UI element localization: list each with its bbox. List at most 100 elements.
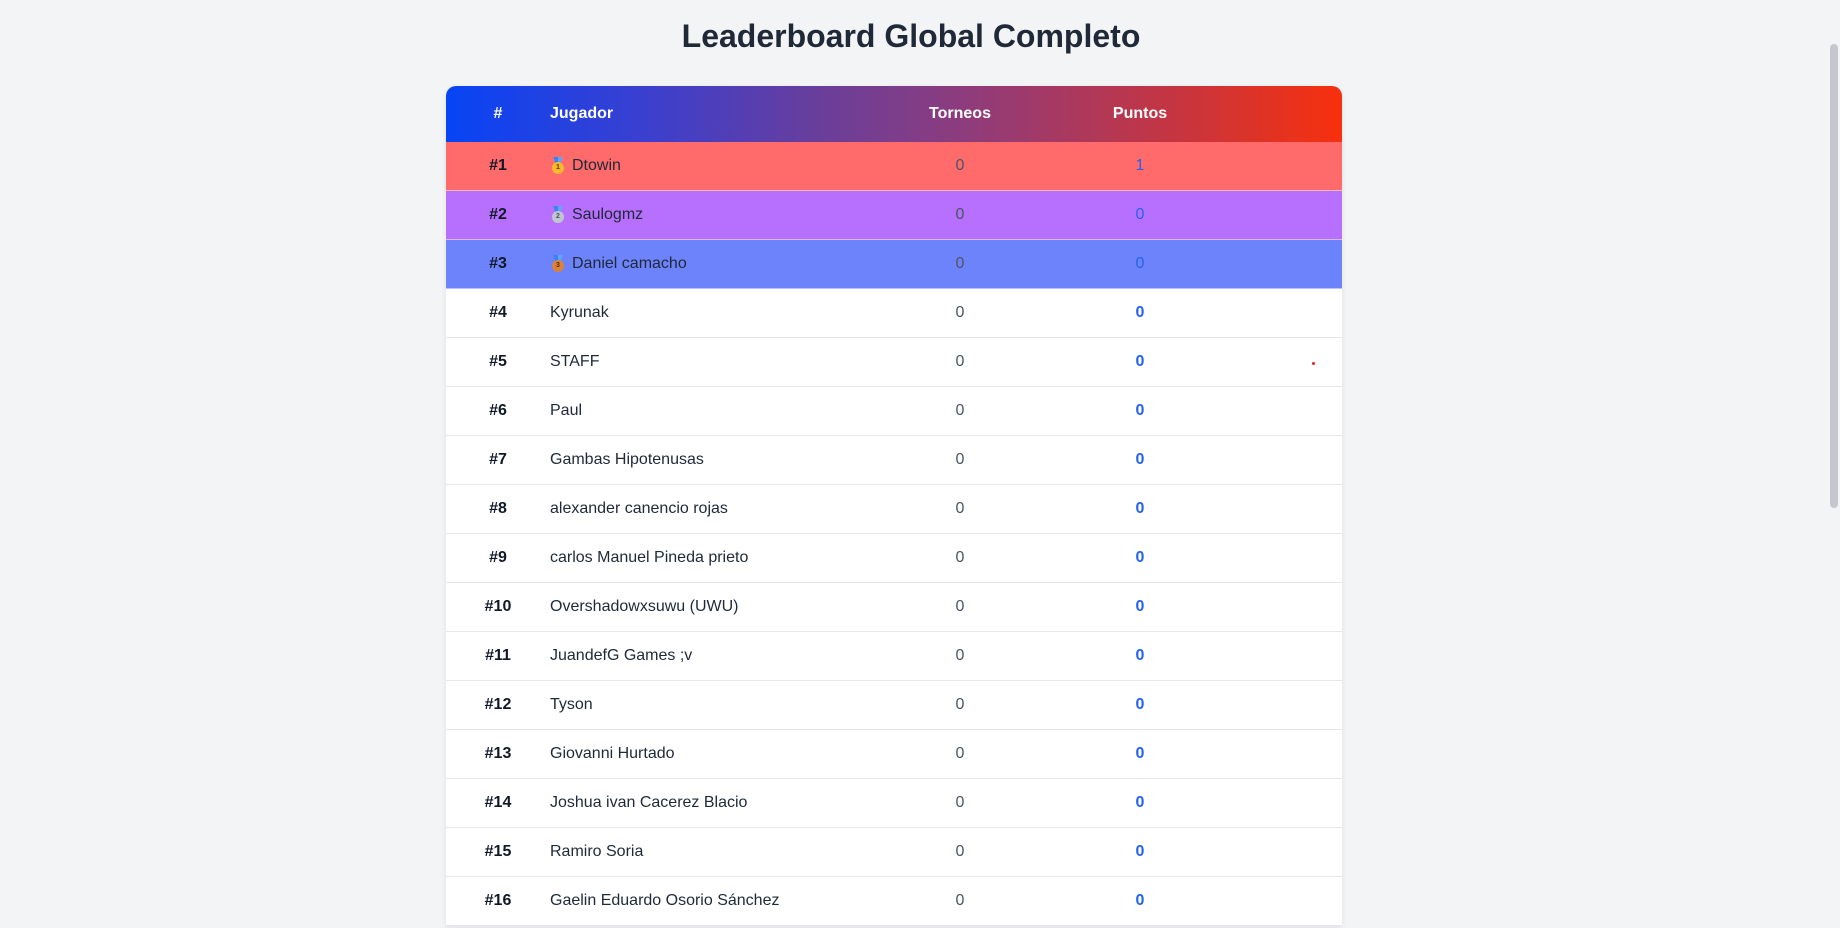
table-row[interactable]: #8 alexander canencio rojas 0 0 [446, 485, 1342, 534]
player-name: JuandefG Games ;v [550, 647, 693, 664]
table-row[interactable]: #5 STAFF 0 0 [446, 338, 1342, 387]
player-cell: Overshadowxsuwu (UWU) [550, 598, 870, 616]
rank-cell: #11 [485, 647, 511, 664]
medal-disc: 3 [552, 260, 564, 272]
table-row[interactable]: #4 Kyrunak 0 0 [446, 289, 1342, 338]
scrollbar-thumb[interactable] [1830, 44, 1838, 508]
tournaments-cell: 0 [955, 647, 965, 664]
table-row[interactable]: #2 2 Saulogmz 0 0 [446, 191, 1342, 240]
rank-cell: #10 [484, 598, 512, 615]
table-row[interactable]: #14 Joshua ivan Cacerez Blacio 0 0 [446, 779, 1342, 828]
row-spacer [1230, 240, 1342, 288]
scrollbar[interactable] [1828, 0, 1840, 928]
points-cell: 0 [1135, 745, 1145, 762]
player-cell: 2 Saulogmz [550, 206, 870, 224]
gold-medal-icon: 1 [550, 157, 566, 175]
rank-cell: #15 [484, 843, 512, 860]
row-spacer [1230, 534, 1342, 582]
rank-cell: #8 [489, 500, 507, 517]
player-cell: Tyson [550, 696, 870, 714]
player-cell: Paul [550, 402, 870, 420]
table-row[interactable]: #12 Tyson 0 0 [446, 681, 1342, 730]
player-cell: Kyrunak [550, 304, 870, 322]
rank-cell: #3 [489, 255, 507, 272]
rank-cell: #2 [489, 206, 507, 223]
rank-cell: #16 [484, 892, 512, 909]
points-cell: 0 [1135, 647, 1145, 664]
player-name: Giovanni Hurtado [550, 745, 675, 762]
rank-cell: #6 [489, 402, 507, 419]
player-name: Kyrunak [550, 304, 609, 321]
player-cell: Gaelin Eduardo Osorio Sánchez [550, 892, 870, 910]
tournaments-cell: 0 [955, 451, 965, 468]
header-spacer [1230, 86, 1342, 142]
row-spacer [1230, 730, 1342, 778]
table-row[interactable]: #3 3 Daniel camacho 0 0 [446, 240, 1342, 289]
points-cell: 0 [1135, 255, 1145, 272]
tournaments-cell: 0 [955, 206, 965, 223]
table-row[interactable]: #15 Ramiro Soria 0 0 [446, 828, 1342, 877]
red-dot-icon [1312, 362, 1315, 365]
points-cell: 0 [1135, 549, 1145, 566]
tournaments-cell: 0 [955, 696, 965, 713]
player-name: Gambas Hipotenusas [550, 451, 704, 468]
tournaments-cell: 0 [955, 892, 965, 909]
table-row[interactable]: #10 Overshadowxsuwu (UWU) 0 0 [446, 583, 1342, 632]
player-cell: JuandefG Games ;v [550, 647, 870, 665]
leaderboard-table: # Jugador Torneos Puntos #1 1 Dtowin 0 1 #2 2 S… [446, 86, 1342, 926]
player-name: Joshua ivan Cacerez Blacio [550, 794, 748, 811]
table-row[interactable]: #1 1 Dtowin 0 1 [446, 142, 1342, 191]
silver-medal-icon: 2 [550, 206, 566, 224]
rank-cell: #5 [489, 353, 507, 370]
player-name: Ramiro Soria [550, 843, 644, 860]
player-name: Dtowin [572, 157, 621, 174]
header-tournaments: Torneos [929, 105, 991, 122]
player-name: Tyson [550, 696, 593, 713]
points-cell: 1 [1135, 157, 1145, 174]
points-cell: 0 [1135, 843, 1145, 860]
player-name: Saulogmz [572, 206, 644, 223]
table-row[interactable]: #6 Paul 0 0 [446, 387, 1342, 436]
rank-cell: #9 [489, 549, 507, 566]
points-cell: 0 [1135, 206, 1145, 223]
row-spacer [1230, 681, 1342, 729]
rank-cell: #14 [484, 794, 512, 811]
tournaments-cell: 0 [955, 304, 965, 321]
table-row[interactable]: #16 Gaelin Eduardo Osorio Sánchez 0 0 [446, 877, 1342, 926]
player-cell: Giovanni Hurtado [550, 745, 870, 763]
player-name: STAFF [550, 353, 600, 370]
points-cell: 0 [1135, 353, 1145, 370]
points-cell: 0 [1135, 892, 1145, 909]
points-cell: 0 [1135, 304, 1145, 321]
rank-cell: #1 [489, 157, 507, 174]
table-row[interactable]: #7 Gambas Hipotenusas 0 0 [446, 436, 1342, 485]
player-cell: Gambas Hipotenusas [550, 451, 870, 469]
tournaments-cell: 0 [955, 255, 965, 272]
player-name: Paul [550, 402, 583, 419]
row-spacer [1230, 779, 1342, 827]
medal-ribbon [553, 255, 563, 262]
table-row[interactable]: #13 Giovanni Hurtado 0 0 [446, 730, 1342, 779]
rank-cell: #13 [484, 745, 512, 762]
points-cell: 0 [1135, 794, 1145, 811]
rank-cell: #7 [489, 451, 507, 468]
tournaments-cell: 0 [955, 157, 965, 174]
player-cell: STAFF [550, 353, 870, 371]
player-name: carlos Manuel Pineda prieto [550, 549, 749, 566]
row-spacer [1230, 632, 1342, 680]
table-row[interactable]: #11 JuandefG Games ;v 0 0 [446, 632, 1342, 681]
row-spacer [1230, 387, 1342, 435]
tournaments-cell: 0 [955, 353, 965, 370]
table-row[interactable]: #9 carlos Manuel Pineda prieto 0 0 [446, 534, 1342, 583]
row-spacer [1230, 583, 1342, 631]
tournaments-cell: 0 [955, 745, 965, 762]
medal-ribbon [553, 206, 563, 213]
tournaments-cell: 0 [955, 500, 965, 517]
page-title: Leaderboard Global Completo [681, 18, 1141, 54]
tournaments-cell: 0 [955, 402, 965, 419]
table-header: # Jugador Torneos Puntos [446, 86, 1342, 142]
points-cell: 0 [1135, 598, 1145, 615]
player-name: Gaelin Eduardo Osorio Sánchez [550, 892, 780, 909]
header-rank: # [493, 105, 503, 122]
